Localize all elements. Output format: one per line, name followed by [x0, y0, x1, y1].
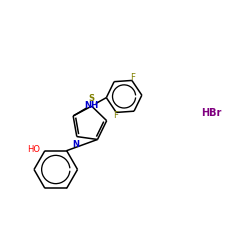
Text: F: F: [113, 111, 118, 120]
Text: N: N: [72, 140, 79, 148]
Text: NH: NH: [84, 101, 98, 110]
Text: S: S: [89, 94, 95, 103]
Text: F: F: [130, 73, 135, 82]
Text: HBr: HBr: [201, 108, 222, 118]
Text: HO: HO: [28, 145, 40, 154]
